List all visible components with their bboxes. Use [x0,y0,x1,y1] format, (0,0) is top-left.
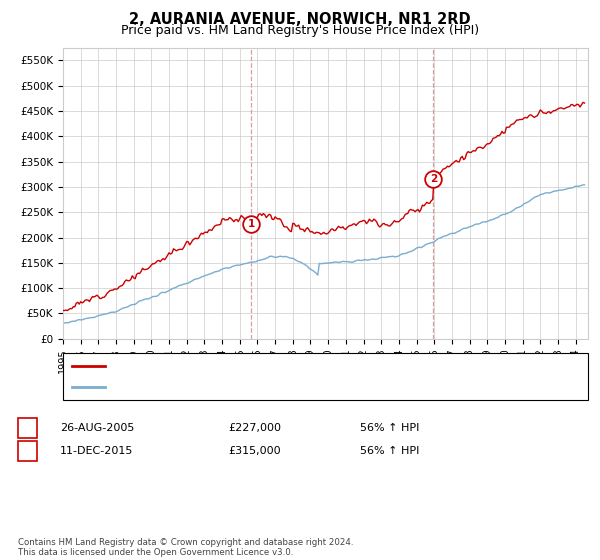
Text: 2, AURANIA AVENUE, NORWICH, NR1 2RD: 2, AURANIA AVENUE, NORWICH, NR1 2RD [129,12,471,27]
Text: HPI: Average price, semi-detached house, Norwich: HPI: Average price, semi-detached house,… [112,382,376,392]
Text: Contains HM Land Registry data © Crown copyright and database right 2024.
This d: Contains HM Land Registry data © Crown c… [18,538,353,557]
Text: Price paid vs. HM Land Registry's House Price Index (HPI): Price paid vs. HM Land Registry's House … [121,24,479,36]
Text: 1: 1 [248,219,255,229]
Text: 26-AUG-2005: 26-AUG-2005 [60,423,134,433]
Text: 56% ↑ HPI: 56% ↑ HPI [360,423,419,433]
Text: 2: 2 [430,174,437,184]
Text: 56% ↑ HPI: 56% ↑ HPI [360,446,419,456]
Text: £315,000: £315,000 [228,446,281,456]
Text: 2, AURANIA AVENUE, NORWICH, NR1 2RD (semi-detached house): 2, AURANIA AVENUE, NORWICH, NR1 2RD (sem… [112,361,451,371]
Text: 2: 2 [24,446,31,456]
Text: 1: 1 [24,423,31,433]
Text: £227,000: £227,000 [228,423,281,433]
Text: 11-DEC-2015: 11-DEC-2015 [60,446,133,456]
